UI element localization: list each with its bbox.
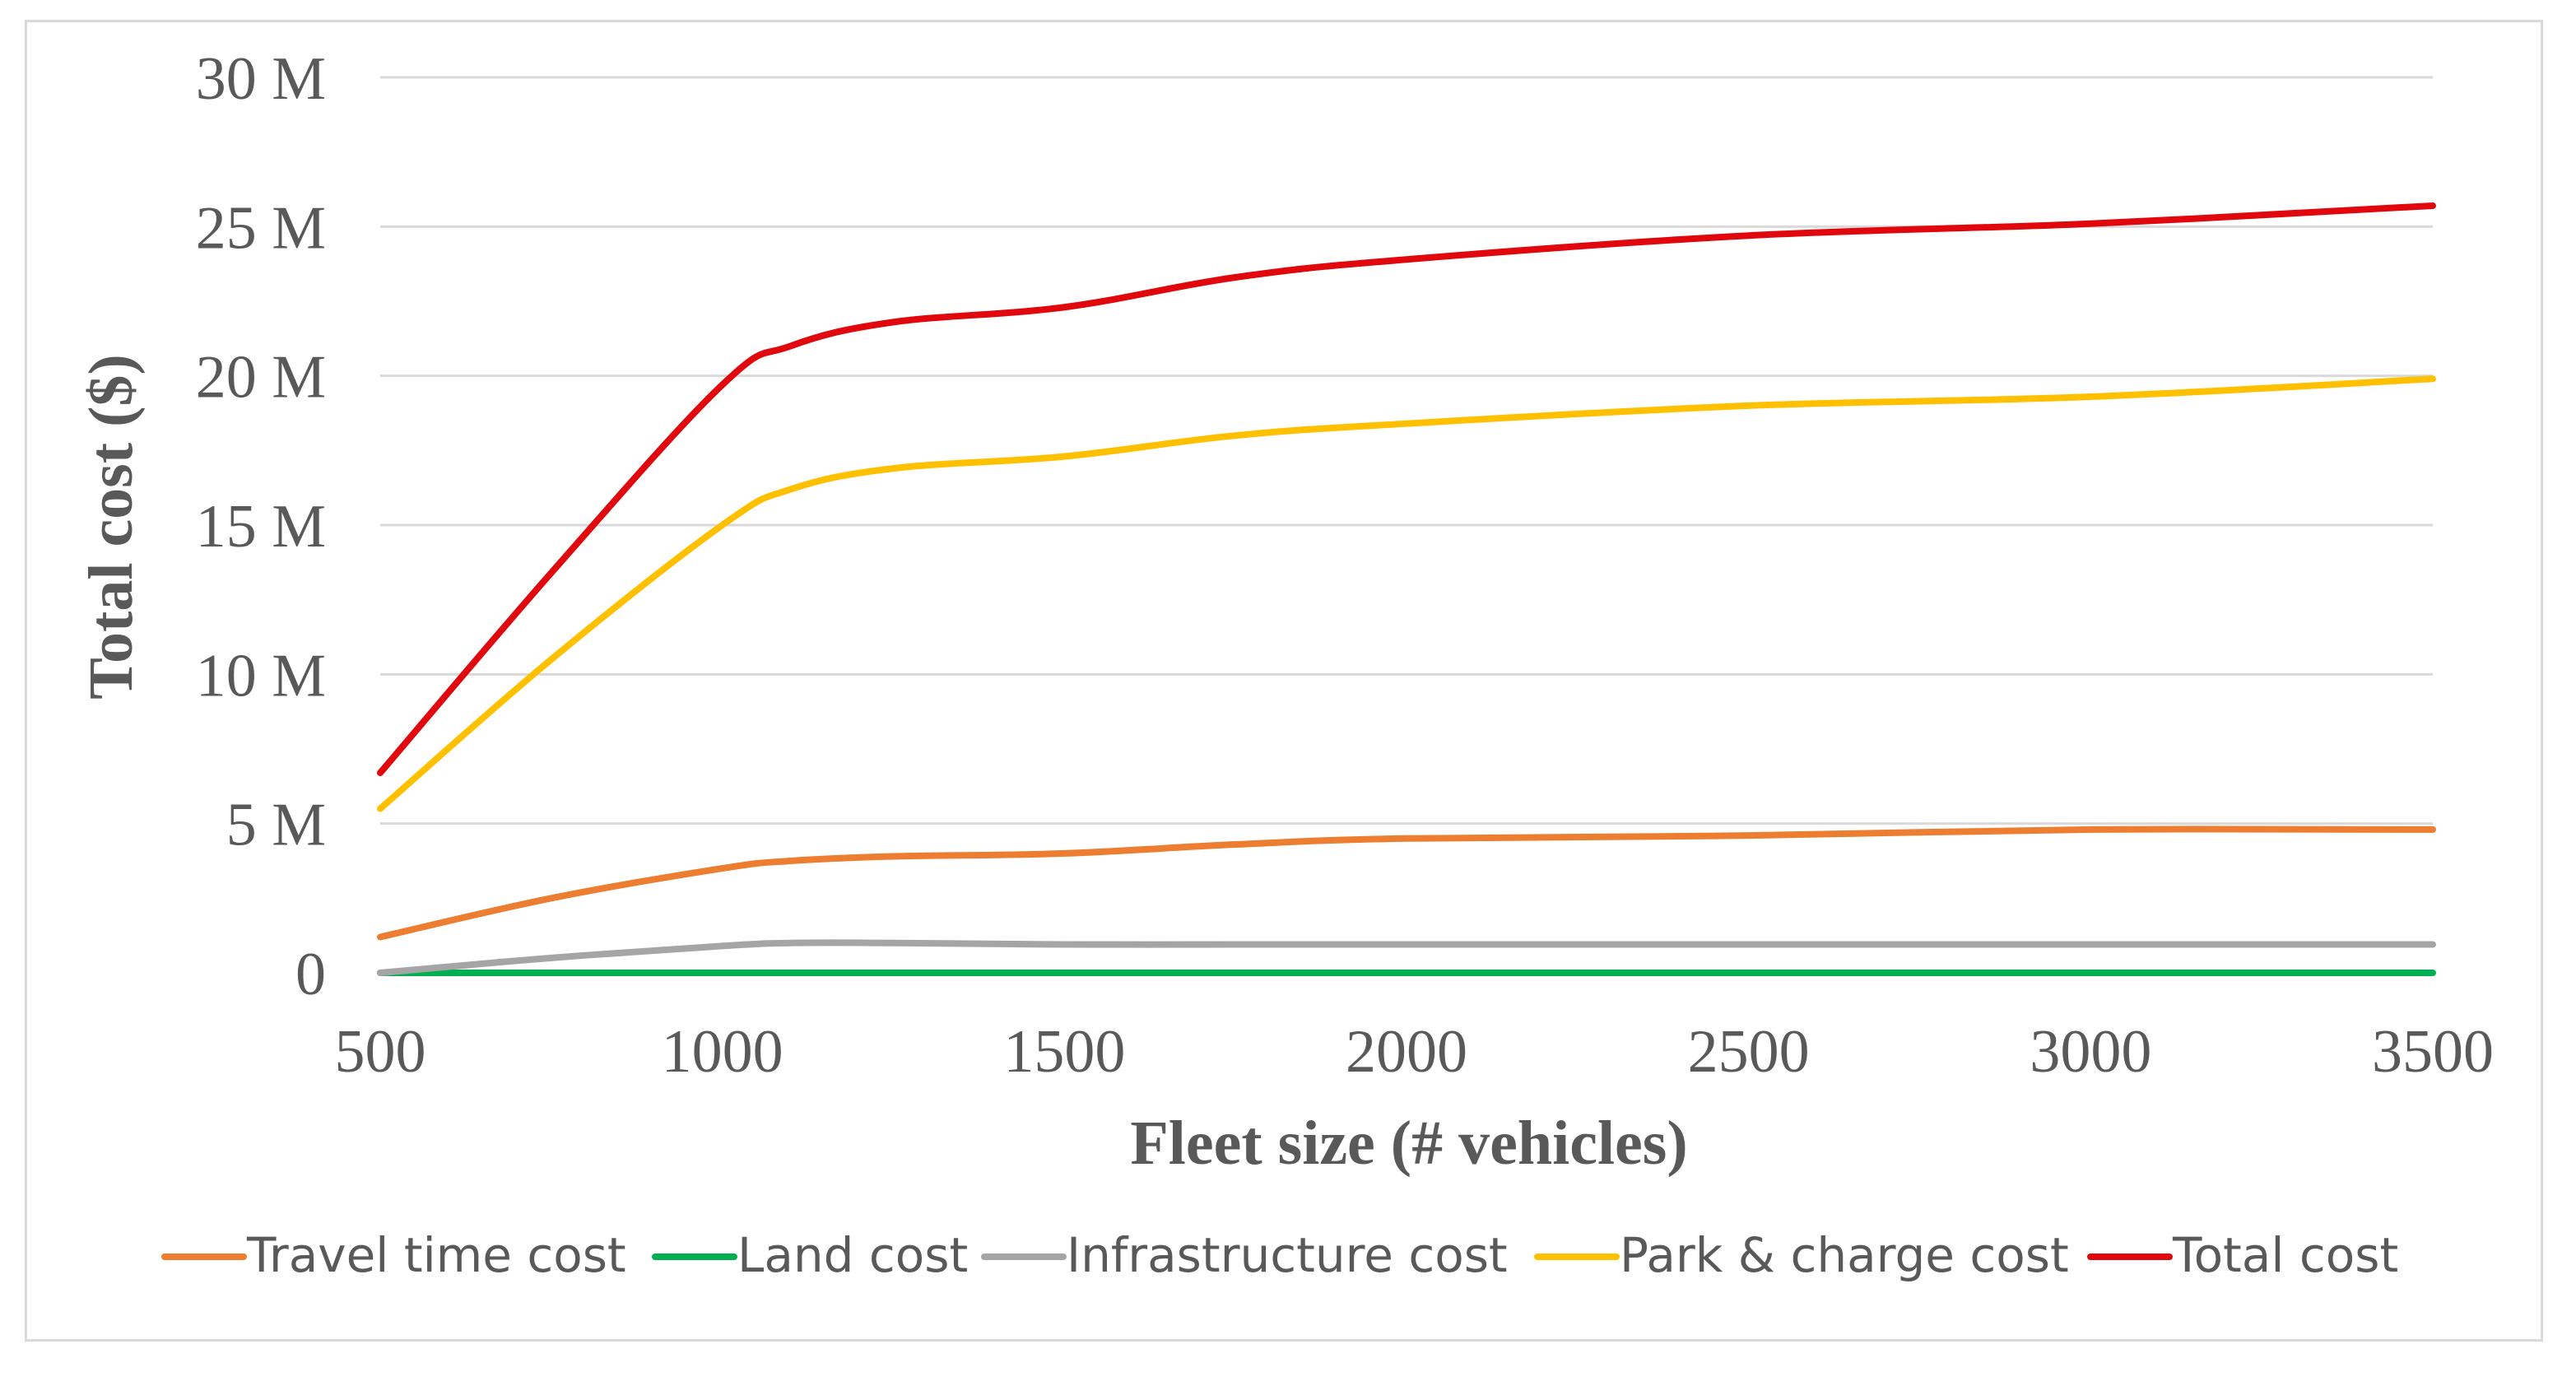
legend-label-land-cost: Land cost	[737, 1227, 968, 1283]
chart-frame	[25, 20, 2543, 1342]
series-lines	[377, 202, 2436, 977]
legend-label-total-cost: Total cost	[2172, 1227, 2398, 1283]
y-tick-label: 0	[295, 941, 326, 1008]
x-axis-ticks: 500 1000 1500 2000 2500 3000 3500	[335, 1018, 2495, 1086]
x-tick-label: 500	[335, 1018, 426, 1086]
y-tick-label: 10 M	[196, 642, 326, 709]
series-line-travel-time-cost	[377, 826, 2436, 941]
y-axis-ticks: 0 5 M 10 M 15 M 20 M 25 M 30 M	[196, 45, 326, 1008]
legend-label-travel-time-cost: Travel time cost	[246, 1227, 626, 1283]
series-line-total-cost	[377, 202, 2436, 777]
x-tick-label: 2000	[1346, 1018, 1467, 1086]
x-tick-label: 1500	[1003, 1018, 1125, 1086]
legend-label-park-and-charge-cost: Park & charge cost	[1620, 1227, 2069, 1283]
y-tick-label: 25 M	[196, 194, 326, 262]
x-tick-label: 3500	[2372, 1018, 2494, 1086]
y-tick-label: 5 M	[226, 792, 326, 859]
y-tick-label: 30 M	[196, 45, 326, 113]
x-tick-label: 3000	[2030, 1018, 2151, 1086]
legend-label-infrastructure-cost: Infrastructure cost	[1067, 1227, 1508, 1283]
y-tick-label: 15 M	[196, 493, 326, 560]
y-axis-title: Total cost ($)	[77, 354, 146, 699]
legend: Travel time cost Land cost Infrastructure …	[161, 1227, 2398, 1283]
x-axis-title: Fleet size (# vehicles)	[1130, 1109, 1687, 1178]
series-line-infrastructure-cost	[377, 939, 2436, 976]
gridlines	[380, 76, 2433, 826]
y-tick-label: 20 M	[196, 344, 326, 412]
series-line-park-and-charge-cost	[377, 375, 2436, 812]
x-tick-label: 1000	[662, 1018, 783, 1086]
x-tick-label: 2500	[1688, 1018, 1810, 1086]
